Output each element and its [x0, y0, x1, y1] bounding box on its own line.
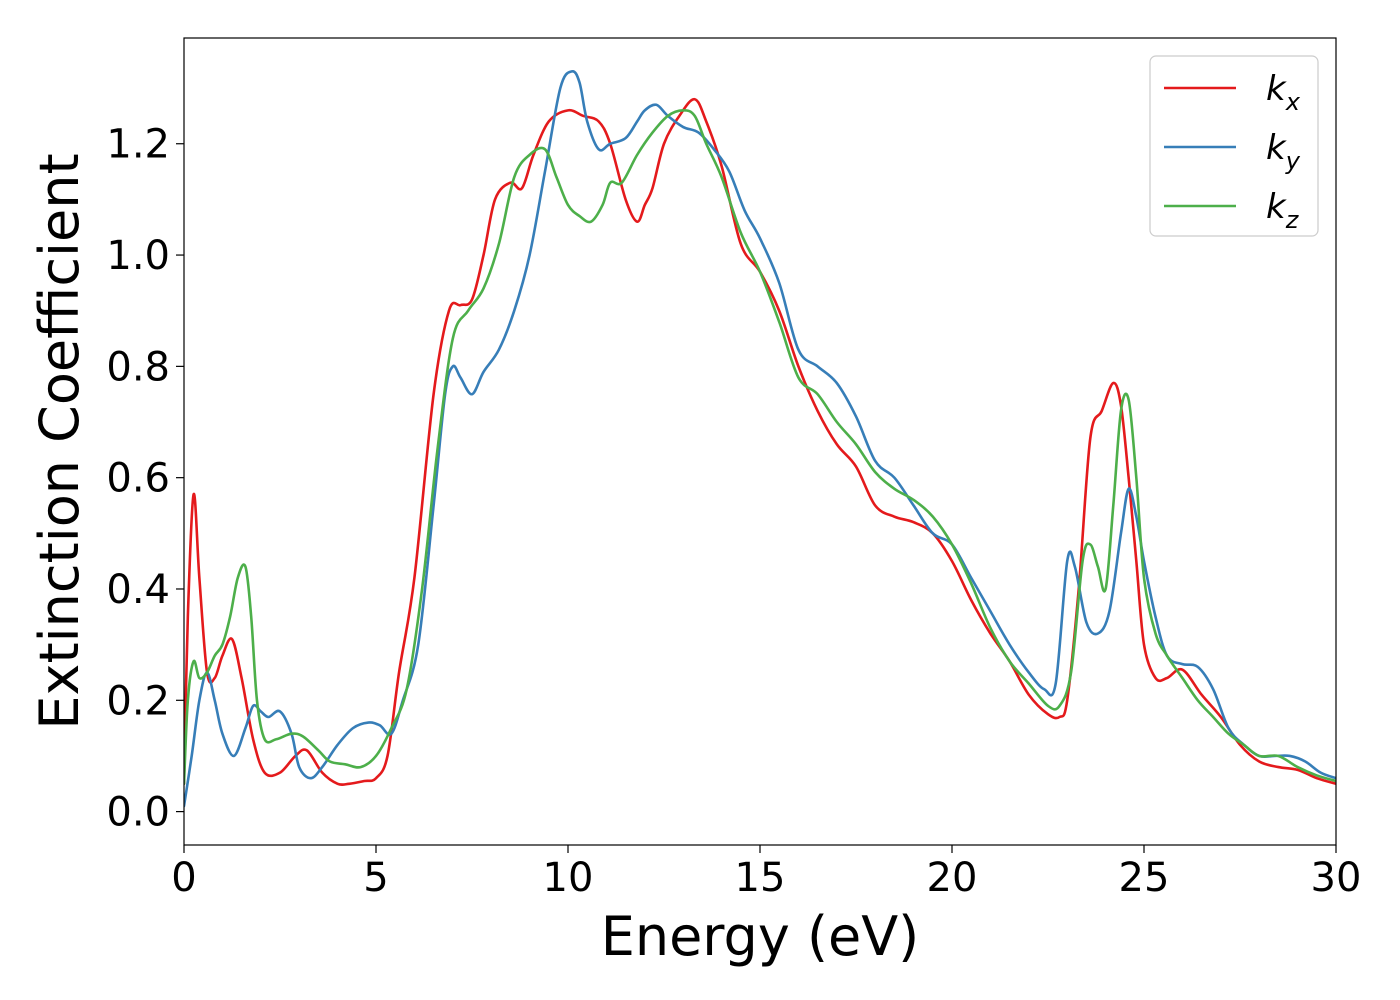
- x-tick-label: 10: [543, 855, 594, 901]
- x-tick-label: 15: [735, 855, 786, 901]
- legend-label-base: k: [1266, 187, 1287, 227]
- legend-label-base: k: [1266, 128, 1287, 168]
- legend-label-subscript: x: [1285, 88, 1301, 116]
- x-tick-label: 5: [363, 855, 388, 901]
- legend-label-subscript: y: [1285, 147, 1301, 175]
- y-tick-label: 0.8: [106, 344, 170, 390]
- x-axis: 0 5 10 15 20 25 30: [171, 845, 1361, 901]
- legend-label-base: k: [1266, 69, 1287, 109]
- series-line-ky: [184, 69, 1336, 808]
- series-line-kz: [184, 109, 1336, 786]
- y-tick-label: 0.6: [106, 456, 170, 502]
- x-tick-label: 0: [171, 855, 196, 901]
- x-axis-label: Energy (eV): [601, 905, 920, 968]
- legend-label-subscript: z: [1285, 206, 1300, 234]
- legend-label-kz: kz: [1266, 187, 1300, 234]
- y-tick-label: 0.0: [106, 790, 170, 836]
- x-tick-label: 20: [927, 855, 978, 901]
- x-tick-label: 30: [1311, 855, 1362, 901]
- y-axis: 0.0 0.2 0.4 0.6 0.8 1.0 1.2: [106, 122, 184, 836]
- y-tick-label: 0.2: [106, 678, 170, 724]
- y-tick-label: 0.4: [106, 567, 170, 613]
- legend-label-kx: kx: [1266, 69, 1301, 116]
- x-tick-label: 25: [1119, 855, 1170, 901]
- series-layer: [184, 69, 1336, 808]
- y-tick-label: 1.2: [106, 122, 170, 168]
- y-axis-label: Extinction Coefficient: [28, 153, 91, 729]
- y-tick-label: 1.0: [106, 233, 170, 279]
- legend-label-ky: ky: [1266, 128, 1301, 175]
